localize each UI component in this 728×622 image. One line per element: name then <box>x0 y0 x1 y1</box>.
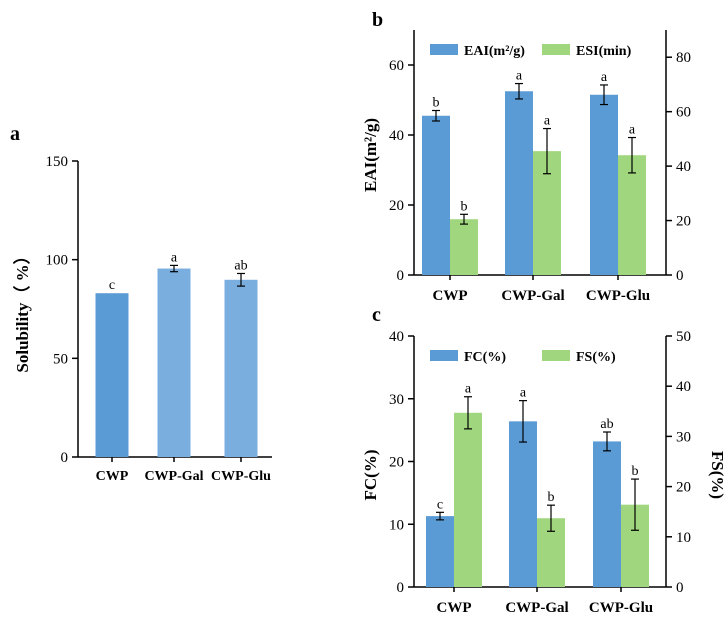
panel-c-significance-letter: a <box>465 382 472 397</box>
panel-c-x-tick-label: CWP <box>437 600 472 616</box>
panel-b-x-tick-label: CWP-Gal <box>501 288 564 304</box>
panel-b-left-axis-label: EAI(m²/g) <box>361 118 380 192</box>
panel-a-significance-letter: ab <box>234 258 247 273</box>
panel-b-significance-letter: a <box>601 70 608 85</box>
panel-a: a Solubility（ %） 0 50 100 150 c CWP a CWP-Gal ab… <box>10 123 272 484</box>
panel-b-significance-letter: a <box>544 114 551 129</box>
panel-c-bar-left-series <box>426 516 454 587</box>
panel-c-bar-left-series <box>593 441 621 587</box>
panel-b-right-tick-label: 60 <box>676 105 691 121</box>
panel-c-left-tick-label: 10 <box>389 517 404 533</box>
panel-b-right-tick-label: 80 <box>676 50 691 66</box>
panel-b-legend-swatch <box>430 44 458 55</box>
panel-b-bar-left-series <box>505 91 533 275</box>
panel-c-left-axis-label: FC(%) <box>361 450 380 501</box>
panel-c-legend-swatch <box>542 350 570 361</box>
panel-b-left-tick-label: 40 <box>389 128 404 144</box>
panel-a-plot: 0 50 100 150 c CWP a CWP-Gal ab CWP-Glu <box>46 154 272 484</box>
panel-c-left-tick-label: 40 <box>389 329 404 345</box>
panel-b-significance-letter: b <box>461 199 468 214</box>
panel-c-x-tick-label: CWP-Glu <box>589 600 653 616</box>
panel-a-x-tick-label: CWP-Glu <box>211 469 271 484</box>
panel-c-legend-label: FS(%) <box>576 350 616 365</box>
panel-b-significance-letter: a <box>629 123 636 138</box>
panel-c-right-tick-label: 10 <box>676 530 691 546</box>
panel-b-bar-left-series <box>590 94 618 275</box>
panel-c-x-tick-label: CWP-Gal <box>505 600 568 616</box>
panel-a-y-tick-label: 100 <box>46 253 69 269</box>
panel-c-label: c <box>372 304 381 326</box>
panel-b-x-tick-label: CWP <box>433 288 468 304</box>
panel-c-significance-letter: ab <box>600 417 613 432</box>
panel-a-label: a <box>10 123 20 145</box>
panel-b-legend-swatch <box>542 44 570 55</box>
panel-a-significance-letter: a <box>171 250 178 265</box>
panel-b-x-tick-label: CWP-Glu <box>586 288 650 304</box>
panel-c-bar-left-series <box>509 421 537 587</box>
panel-a-bar <box>157 268 191 457</box>
panel-c-left-tick-label: 0 <box>397 580 405 596</box>
panel-c-right-tick-label: 0 <box>676 580 684 596</box>
panel-c-left-tick-label: 30 <box>389 392 404 408</box>
panel-a-bar <box>224 279 258 457</box>
panel-b: b EAI(m²/g) 0 20 40 60 0 20 40 60 80 b b CWP a a CWP-G… <box>361 9 691 304</box>
panel-b-left-tick-label: 60 <box>389 58 404 74</box>
panel-a-x-tick-label: CWP <box>96 469 129 484</box>
panel-c-significance-letter: c <box>437 497 443 512</box>
panel-a-y-tick-label: 150 <box>46 154 69 170</box>
panel-c: c FC(%) FS(%) 0 10 20 30 40 0 10 20 30 40 50 c a CWP a… <box>361 304 727 616</box>
panel-b-label: b <box>372 9 383 31</box>
panel-b-right-tick-label: 0 <box>676 268 684 284</box>
panel-c-plot: 01020304001020304050caCWPabCWP-GalabbCWP… <box>389 329 691 616</box>
panel-b-right-tick-label: 20 <box>676 214 691 230</box>
panel-a-significance-letter: c <box>109 278 115 293</box>
panel-b-significance-letter: b <box>433 96 440 111</box>
panel-b-plot: 0 20 40 60 0 20 40 60 80 b b CWP a a CWP-Gal a a CWP-Glu E… <box>389 30 691 304</box>
panel-b-left-tick-label: 0 <box>397 268 405 284</box>
panel-a-x-tick-label: CWP-Gal <box>144 469 203 484</box>
panel-c-right-tick-label: 50 <box>676 329 691 345</box>
panel-b-bar-right-series <box>618 155 646 275</box>
panel-a-bar <box>95 293 129 457</box>
panel-b-bar-left-series <box>422 115 450 275</box>
panel-c-right-axis-label: FS(%) <box>708 451 727 499</box>
panel-b-legend-label: ESI(min) <box>576 44 632 59</box>
panel-b-left-tick-label: 20 <box>389 198 404 214</box>
panel-c-legend-label: FC(%) <box>464 350 506 365</box>
panel-b-legend-label: EAI(m²/g) <box>464 44 525 59</box>
panel-a-y-tick-label: 50 <box>53 351 68 367</box>
panel-b-right-tick-label: 40 <box>676 159 691 175</box>
panel-c-legend-swatch <box>430 350 458 361</box>
panel-a-y-tick-label: 0 <box>61 450 69 466</box>
panel-b-bar-right-series <box>450 219 478 275</box>
panel-c-right-tick-label: 30 <box>676 429 691 445</box>
panel-c-bar-right-series <box>454 412 482 587</box>
panel-c-right-tick-label: 40 <box>676 379 691 395</box>
panel-c-right-tick-label: 20 <box>676 480 691 496</box>
panel-a-y-axis-label: Solubility（ %） <box>12 247 32 372</box>
panel-c-significance-letter: a <box>520 386 527 401</box>
panel-b-significance-letter: a <box>516 69 523 84</box>
panel-c-significance-letter: b <box>632 464 639 479</box>
panel-c-left-tick-label: 20 <box>389 455 404 471</box>
panel-c-significance-letter: b <box>548 490 555 505</box>
